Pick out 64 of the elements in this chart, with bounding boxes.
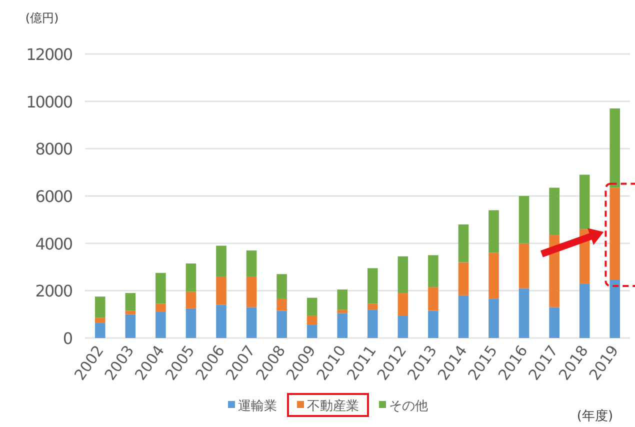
bar <box>156 272 166 304</box>
legend-label: 不動産業 <box>307 398 359 414</box>
bar <box>125 310 136 314</box>
bar <box>94 318 106 323</box>
y-tick-label: 2000 <box>35 282 73 301</box>
bar <box>579 284 590 338</box>
bar <box>216 304 226 338</box>
bar <box>276 298 287 311</box>
bar <box>367 310 378 338</box>
y-tick-label: 10000 <box>26 92 73 112</box>
bar <box>488 252 499 299</box>
bar <box>337 313 348 338</box>
bar <box>579 174 590 230</box>
bar <box>246 250 257 276</box>
bar <box>125 293 136 311</box>
bar <box>186 308 196 338</box>
bar <box>367 304 378 310</box>
y-tick-label: 6000 <box>35 187 73 206</box>
bar <box>610 280 620 338</box>
bar <box>216 276 226 305</box>
bar <box>428 255 438 288</box>
bar <box>518 243 530 288</box>
bar <box>94 296 106 318</box>
y-tick-label: 8000 <box>35 140 73 159</box>
y-tick-label: 12000 <box>26 45 73 64</box>
bar <box>337 289 348 310</box>
y-tick-label: 4000 <box>35 234 73 254</box>
legend-label: その他 <box>389 399 428 414</box>
bar <box>367 268 378 304</box>
bar <box>518 288 530 338</box>
y-tick-label: 0 <box>62 329 73 348</box>
bar <box>518 196 530 244</box>
bar <box>216 246 226 276</box>
bar <box>428 310 438 338</box>
legend-label: 運輸業 <box>238 399 277 414</box>
bar <box>458 224 469 262</box>
bar <box>156 312 166 338</box>
bar <box>246 276 257 308</box>
bar <box>398 256 408 294</box>
bar <box>306 316 318 325</box>
bar <box>94 322 106 338</box>
bar <box>246 307 257 338</box>
bar <box>156 304 166 312</box>
bar <box>458 262 469 296</box>
bar <box>306 298 318 316</box>
bar <box>186 292 196 308</box>
bar <box>458 295 469 338</box>
bar <box>337 310 348 314</box>
bar <box>306 324 318 338</box>
y-axis-title: (億円) <box>25 11 59 25</box>
bar <box>428 287 438 311</box>
bar <box>276 274 287 299</box>
bar <box>125 314 136 338</box>
bar <box>549 188 560 236</box>
bar <box>549 307 560 338</box>
bar <box>276 310 287 338</box>
x-axis-title: (年度) <box>576 408 614 424</box>
bar <box>610 188 620 280</box>
bar <box>488 298 499 338</box>
bar <box>610 108 620 188</box>
bar <box>398 293 408 316</box>
bar <box>488 210 499 253</box>
bar <box>398 316 408 338</box>
bar <box>186 263 196 292</box>
